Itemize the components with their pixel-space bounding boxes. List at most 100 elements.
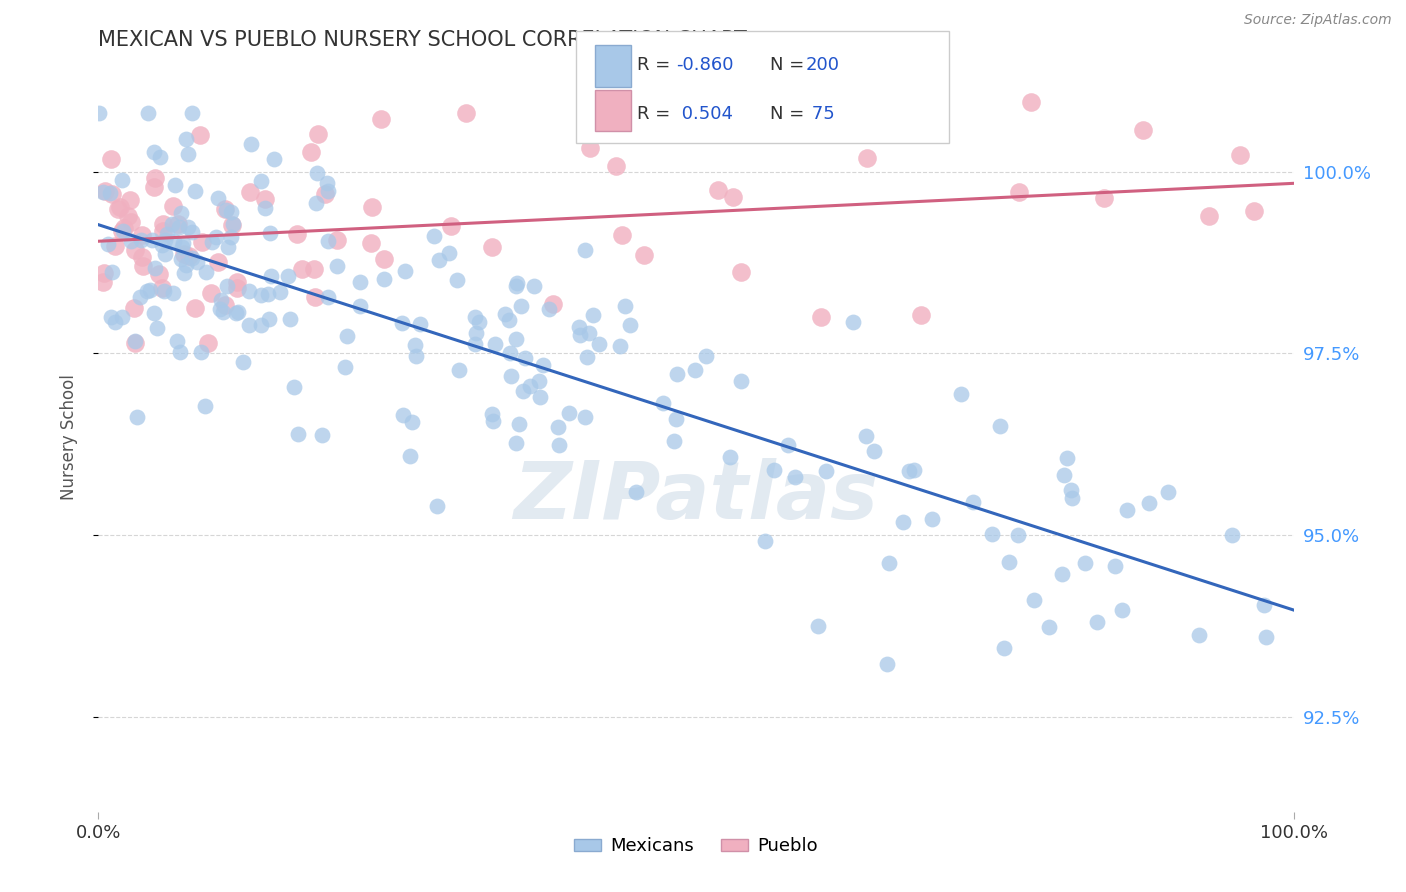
Text: 75: 75 [806,105,834,123]
Point [695,349,717,363]
Point [810,310,832,324]
Point [335,329,357,343]
Point [1062,491,1084,505]
Point [139,283,162,297]
Point [505,278,527,293]
Point [226,305,249,319]
Point [588,336,610,351]
Point [173,246,195,260]
Point [304,289,326,303]
Point [188,128,211,142]
Point [783,470,806,484]
Point [239,185,262,199]
Point [405,349,427,363]
Point [141,233,163,247]
Text: Source: ZipAtlas.com: Source: ZipAtlas.com [1244,13,1392,28]
Point [100,152,122,166]
Point [578,326,600,341]
Point [163,234,186,248]
Point [1253,598,1275,612]
Point [197,335,219,350]
Point [815,465,838,479]
Point [179,249,201,263]
Point [891,515,914,529]
Point [1220,528,1243,542]
Point [153,284,176,298]
Text: -0.860: -0.860 [676,56,734,74]
Point [349,299,371,313]
Point [169,344,191,359]
Point [609,339,631,353]
Point [209,293,232,307]
Point [723,189,745,203]
Point [529,390,551,404]
Point [173,266,195,280]
Point [538,302,561,317]
Point [149,150,172,164]
Point [314,186,336,201]
Point [619,318,641,332]
Point [132,259,155,273]
Point [217,240,239,254]
Point [1008,185,1031,199]
Point [131,250,153,264]
Point [401,415,423,429]
Point [184,301,207,315]
Y-axis label: Nursery School: Nursery School [59,374,77,500]
Point [214,202,236,216]
Point [190,344,212,359]
Point [1137,496,1160,510]
Point [162,218,184,232]
Point [1188,628,1211,642]
Point [392,408,415,422]
Point [104,239,127,253]
Point [523,278,546,293]
Point [440,219,463,233]
Point [316,177,339,191]
Point [1243,203,1265,218]
Point [283,380,305,394]
Point [311,428,333,442]
Point [172,240,194,254]
Point [426,500,449,514]
Point [1132,123,1154,137]
Point [111,310,134,325]
Point [112,221,135,235]
Point [169,220,191,235]
Point [277,268,299,283]
Point [238,284,260,298]
Point [231,355,253,369]
Point [863,443,886,458]
Point [108,201,131,215]
Point [1053,468,1076,483]
Point [879,557,901,571]
Point [316,185,339,199]
Point [531,358,554,372]
Point [394,264,416,278]
Point [100,187,122,202]
Point [404,338,426,352]
Point [162,285,184,300]
Point [373,271,395,285]
Point [610,228,633,243]
Point [505,436,527,450]
Point [150,238,173,252]
Point [162,199,184,213]
Point [124,334,146,348]
Point [515,351,537,366]
Point [195,265,218,279]
Point [501,369,523,384]
Point [153,233,176,247]
Text: N =: N = [770,56,810,74]
Point [124,336,146,351]
Point [370,112,392,126]
Point [176,258,198,272]
Point [807,619,830,633]
Point [111,173,134,187]
Point [287,426,309,441]
Point [529,374,551,388]
Point [1038,620,1060,634]
Point [318,290,340,304]
Point [143,171,166,186]
Point [855,428,877,442]
